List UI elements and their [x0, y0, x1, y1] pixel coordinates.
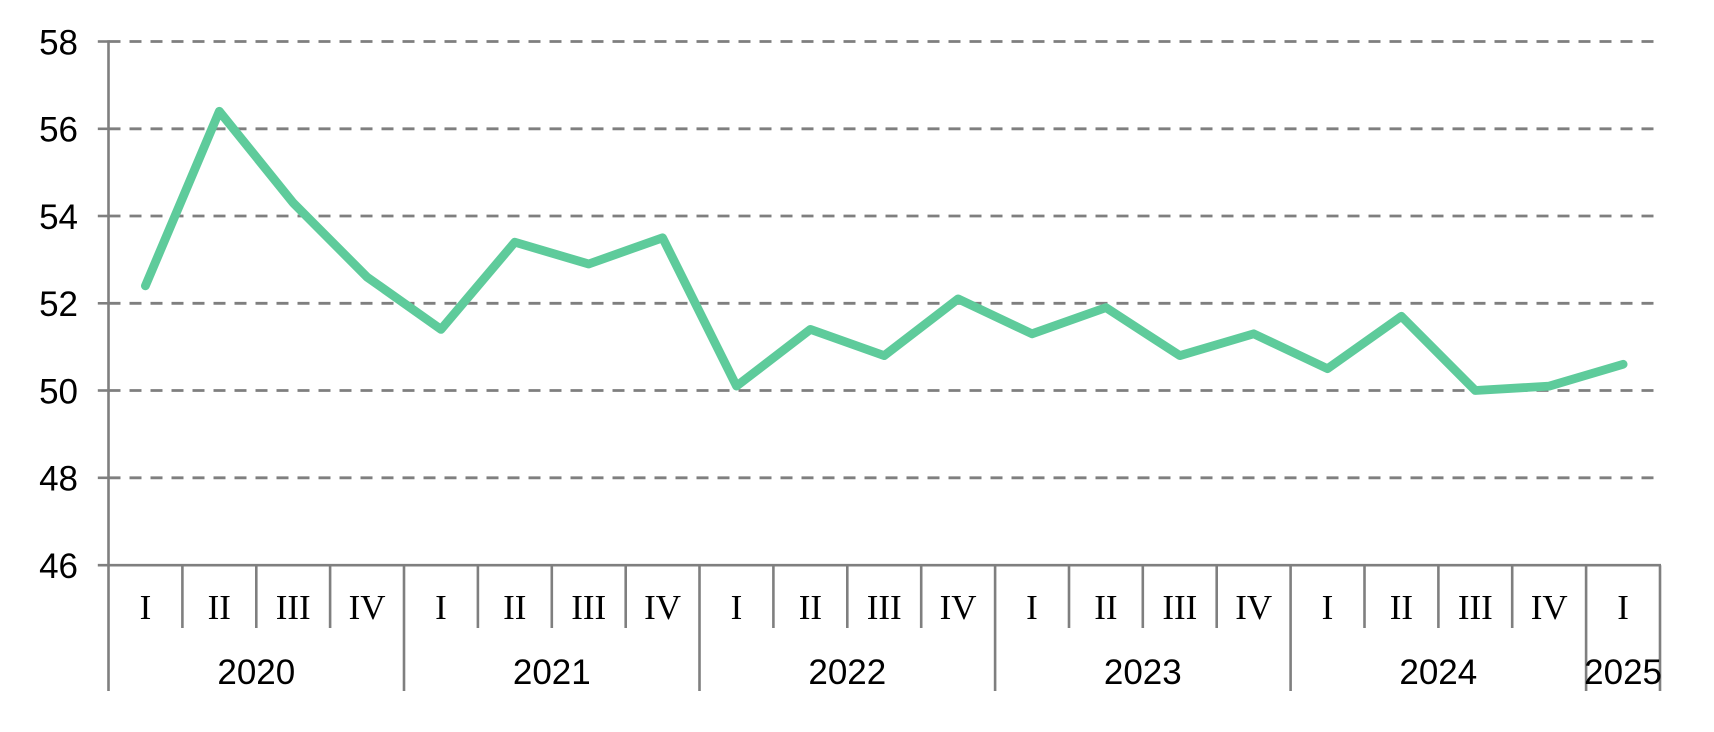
svg-text:I: I — [140, 588, 152, 627]
svg-text:III: III — [276, 588, 311, 627]
svg-text:I: I — [1322, 588, 1334, 627]
svg-text:I: I — [731, 588, 743, 627]
svg-text:III: III — [571, 588, 606, 627]
svg-text:2023: 2023 — [1104, 653, 1182, 692]
svg-text:IV: IV — [1235, 588, 1272, 627]
svg-text:52: 52 — [39, 285, 78, 324]
svg-text:II: II — [1094, 588, 1117, 627]
svg-text:IV: IV — [349, 588, 386, 627]
svg-text:II: II — [503, 588, 526, 627]
svg-text:II: II — [1390, 588, 1413, 627]
svg-text:48: 48 — [39, 460, 78, 499]
svg-text:III: III — [1458, 588, 1493, 627]
svg-text:56: 56 — [39, 111, 78, 150]
svg-text:IV: IV — [1531, 588, 1568, 627]
svg-text:54: 54 — [39, 198, 78, 237]
svg-text:46: 46 — [39, 547, 78, 586]
svg-text:I: I — [435, 588, 447, 627]
svg-text:58: 58 — [39, 23, 78, 62]
svg-text:2022: 2022 — [808, 653, 886, 692]
svg-text:III: III — [867, 588, 902, 627]
svg-text:2025: 2025 — [1584, 653, 1662, 692]
svg-text:2024: 2024 — [1399, 653, 1477, 692]
svg-text:II: II — [799, 588, 822, 627]
svg-text:50: 50 — [39, 372, 78, 411]
svg-text:2020: 2020 — [217, 653, 295, 692]
svg-text:IV: IV — [940, 588, 977, 627]
svg-text:IV: IV — [644, 588, 681, 627]
svg-text:III: III — [1162, 588, 1197, 627]
svg-text:II: II — [208, 588, 231, 627]
svg-text:I: I — [1617, 588, 1629, 627]
svg-text:I: I — [1026, 588, 1038, 627]
svg-text:2021: 2021 — [513, 653, 591, 692]
